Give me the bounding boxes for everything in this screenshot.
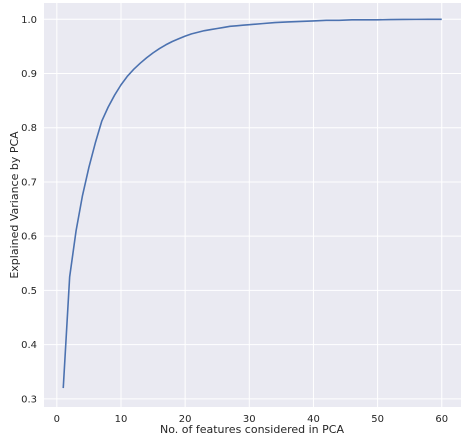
x-axis-ticks: 0 10 20 30 40 50 60: [54, 414, 448, 425]
y-tick-label: 0.6: [21, 232, 37, 243]
y-tick-label: 0.3: [21, 394, 37, 405]
plot-area: [44, 3, 461, 407]
grid-lines: [44, 3, 461, 407]
y-tick-label: 0.7: [21, 177, 37, 188]
y-tick-label: 0.8: [21, 123, 37, 134]
x-tick-label: 30: [243, 414, 256, 425]
series-line: [62, 18, 442, 389]
series-group: [62, 18, 442, 389]
y-tick-label: 0.4: [21, 340, 37, 351]
y-axis-ticks: 0.3 0.4 0.5 0.6 0.7 0.8 0.9 1.0: [21, 15, 37, 406]
x-tick-label: 10: [115, 414, 128, 425]
x-axis-label: No. of features considered in PCA: [160, 423, 344, 436]
x-tick-label: 40: [307, 414, 320, 425]
y-tick-label: 0.9: [21, 69, 37, 80]
x-tick-label: 0: [54, 414, 60, 425]
y-tick-label: 1.0: [21, 15, 37, 26]
x-tick-label: 20: [179, 414, 192, 425]
y-axis-label: Explained Variance by PCA: [8, 131, 21, 279]
y-tick-label: 0.5: [21, 286, 37, 297]
x-tick-label: 50: [371, 414, 384, 425]
x-tick-label: 60: [435, 414, 448, 425]
